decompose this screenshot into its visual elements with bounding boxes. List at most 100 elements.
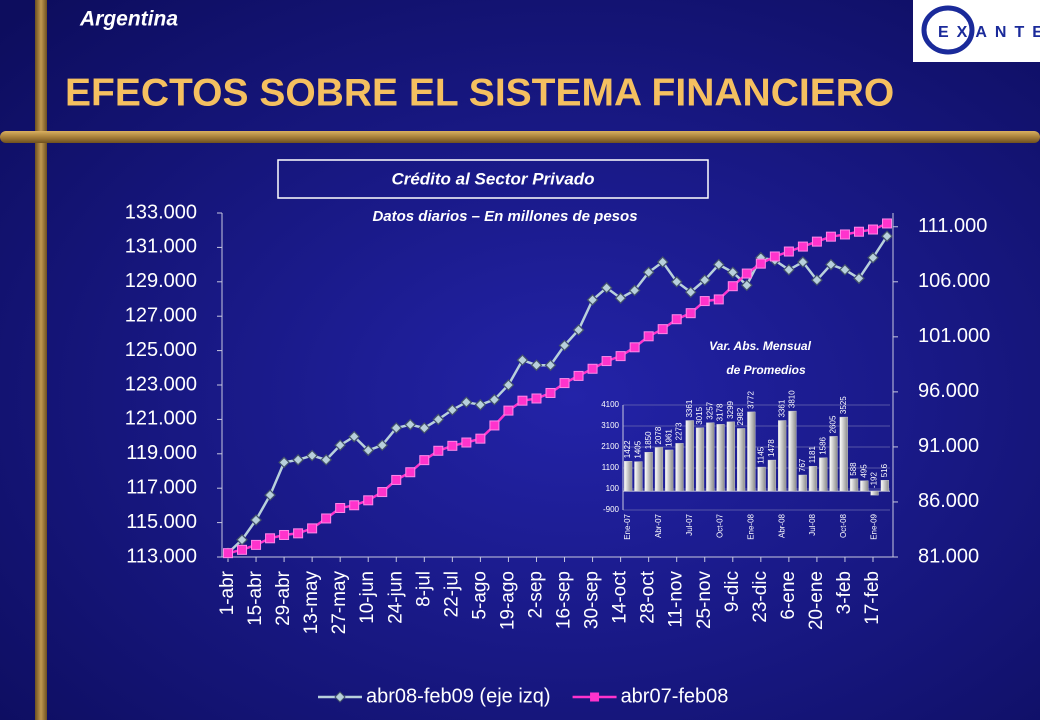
series-marker	[558, 339, 571, 352]
series-marker	[265, 533, 276, 544]
series-marker	[712, 258, 725, 271]
series-marker	[825, 231, 836, 242]
inset-value-label: 1405	[634, 440, 643, 458]
inset-bar	[695, 427, 705, 492]
inset-x-tick-label: Ene-09	[870, 513, 879, 539]
y-tick-label: 115.000	[126, 511, 197, 533]
series-marker	[825, 258, 837, 271]
inset-bar	[644, 452, 653, 492]
series-marker	[643, 331, 654, 342]
series-marker	[867, 251, 879, 264]
inset-x-tick-label: Oct-07	[716, 513, 725, 538]
y-tick-label: 119.000	[126, 442, 197, 464]
series-marker	[783, 246, 794, 257]
inset-y-tick-label: 100	[606, 484, 620, 493]
series-marker	[489, 420, 500, 431]
series-marker	[811, 274, 823, 286]
series-marker	[600, 281, 613, 294]
inset-value-label: 3178	[716, 403, 725, 421]
series-marker	[670, 275, 683, 288]
y-tick-label: 123.000	[125, 373, 197, 395]
y2-tick-label: 86.000	[918, 490, 979, 512]
series-marker	[530, 359, 543, 372]
series-marker	[517, 395, 528, 406]
inset-x-tick-label: Jul-08	[808, 513, 817, 535]
inset-title: Var. Abs. Mensual	[709, 339, 811, 353]
inset-bar	[798, 474, 807, 492]
series-marker	[321, 513, 332, 524]
inset-value-label: 3257	[705, 401, 714, 419]
inset-value-label: 1961	[664, 429, 673, 447]
inset-bar	[665, 449, 674, 492]
x-tick-label: 6-ene	[778, 571, 799, 620]
series-marker	[503, 405, 514, 416]
series-marker	[685, 308, 696, 319]
legend-label: abr07-feb08	[621, 685, 729, 707]
inset-x-tick-label: Jul-07	[685, 513, 694, 535]
inset-bar	[747, 411, 756, 492]
series-marker	[699, 296, 710, 307]
inset-bar	[726, 421, 735, 492]
series-marker	[628, 284, 641, 297]
series-marker	[769, 251, 780, 262]
x-tick-label: 17-feb	[862, 571, 883, 625]
inset-bar	[880, 480, 889, 492]
inset-bar	[788, 410, 797, 492]
series-marker	[446, 404, 459, 416]
inset-bar	[808, 466, 818, 492]
inset-value-label: 3810	[788, 390, 797, 408]
series-marker	[376, 439, 389, 452]
series-marker	[713, 294, 724, 305]
x-tick-label: 29-abr	[273, 570, 294, 626]
series-marker	[362, 444, 375, 457]
series-marker	[868, 224, 878, 235]
y-tick-label: 125.000	[125, 339, 197, 361]
country: Argentina	[79, 8, 178, 31]
series-marker	[811, 236, 822, 247]
x-tick-label: 13-may	[301, 571, 322, 635]
y-tick-label: 127.000	[125, 304, 197, 326]
series-marker	[614, 292, 627, 304]
logo: EXANTE	[913, 0, 1040, 62]
inset-value-label: 767	[798, 458, 807, 472]
series-marker	[363, 495, 374, 506]
series-marker	[405, 467, 416, 478]
inset-value-label: 3361	[685, 399, 694, 417]
inset-value-label: 1586	[818, 436, 827, 454]
series-marker	[698, 274, 711, 286]
inset-x-tick-label: Abr-08	[777, 513, 786, 538]
inset-bar	[829, 436, 838, 492]
inset-x-tick-label: Ene-07	[623, 513, 632, 539]
series-marker	[615, 351, 626, 362]
series-marker	[236, 533, 248, 546]
chart-title-box	[277, 159, 709, 199]
inset-bar	[706, 422, 715, 492]
inset-value-label: 2982	[736, 407, 745, 425]
x-tick-label: 15-abr	[245, 570, 266, 626]
series-marker	[418, 422, 431, 434]
series-marker	[264, 489, 276, 501]
series-marker	[348, 430, 361, 443]
inset-x-tick-label: Abr-07	[654, 513, 663, 538]
x-tick-label: 25-nov	[694, 571, 715, 630]
series-marker	[502, 379, 515, 391]
logo-ring	[921, 5, 975, 55]
inset-value-label: 588	[849, 462, 858, 476]
x-tick-label: 14-oct	[610, 570, 631, 624]
series-marker	[278, 456, 290, 469]
series-marker	[853, 272, 865, 285]
inset-value-label: 495	[859, 464, 868, 478]
y2-tick-label: 91.000	[918, 435, 979, 457]
y-tick-label: 129.000	[125, 270, 197, 292]
inset-bar	[675, 443, 684, 492]
inset-value-label: 1181	[808, 446, 817, 464]
inset-bar	[819, 457, 828, 492]
series-marker	[251, 539, 262, 550]
x-tick-label: 20-ene	[806, 571, 827, 630]
series-marker	[559, 378, 570, 389]
series-marker	[601, 356, 612, 367]
x-tick-label: 19-ago	[497, 571, 518, 630]
chart-subtitle: Datos diarios – En millones de pesos	[372, 208, 637, 225]
series-marker	[741, 268, 752, 279]
inset-value-label: 1478	[767, 439, 776, 457]
